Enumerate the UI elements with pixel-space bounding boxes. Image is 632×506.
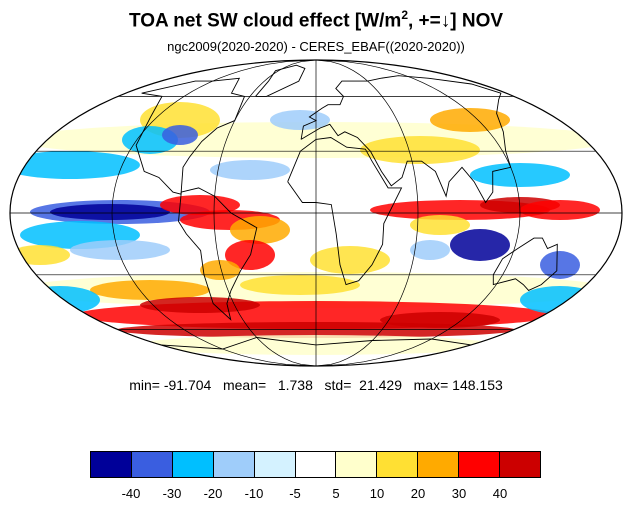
colorbar-swatch (418, 452, 460, 477)
colorbar-swatch (336, 452, 378, 477)
colorbar-tick-label: 20 (410, 486, 426, 501)
anomaly-patch (520, 286, 600, 314)
anomaly-patch (200, 260, 240, 280)
anomaly-patch (270, 110, 330, 130)
coastline (160, 337, 472, 350)
title-superscript: 2 (401, 8, 408, 22)
coastline (492, 237, 558, 291)
colorbar-swatch (172, 452, 214, 477)
world-map (9, 59, 623, 367)
plot-title: TOA net SW cloud effect [W/m2, +=↓] NOV (0, 8, 632, 32)
colorbar-swatch (254, 452, 296, 477)
colorbar-swatch (131, 452, 173, 477)
anomaly-patch (450, 229, 510, 261)
colorbar-tick-label: -20 (203, 486, 223, 501)
colorbar-tick-label: 10 (369, 486, 385, 501)
anomaly-patch (360, 136, 480, 164)
anomaly-patch (230, 216, 290, 244)
colorbar-tick-label: 30 (451, 486, 467, 501)
title-text: TOA net SW cloud effect [W/m (128, 10, 402, 32)
anomaly-patch (470, 163, 570, 187)
coastline (300, 75, 512, 204)
anomaly-patch (310, 246, 390, 274)
title-tail: , +=↓] NOV (408, 10, 504, 32)
longitude-line (111, 59, 317, 367)
coastline (287, 137, 403, 286)
colorbar-swatch (91, 452, 132, 477)
graticule-lines (10, 59, 622, 367)
colorbar-tick-label: 5 (332, 486, 340, 501)
anomaly-patch (520, 200, 600, 220)
anomaly-patch (240, 275, 360, 295)
colorbar-tick-label: -10 (244, 486, 264, 501)
colorbar-swatch (500, 452, 540, 477)
colorbar-swatch (295, 452, 337, 477)
anomaly-patch (140, 297, 260, 313)
colorbar-swatch (213, 452, 255, 477)
plot-subtitle: ngc2009(2020-2020) - CERES_EBAF((2020-20… (167, 39, 465, 54)
anomaly-patch (210, 160, 290, 180)
colorbar-tick-label: -40 (121, 486, 141, 501)
longitude-line (315, 59, 419, 367)
longitude-line (213, 59, 317, 367)
colorbar (90, 451, 541, 478)
anomaly-patch (50, 204, 170, 220)
map-outline (9, 59, 623, 367)
colorbar-swatch (377, 452, 419, 477)
coastlines (135, 64, 558, 350)
statistics-line: min= -91.704 mean= 1.738 std= 21.429 max… (129, 377, 503, 393)
coastline (135, 77, 246, 195)
anomaly-patch (162, 125, 198, 145)
anomaly-patch (540, 251, 580, 279)
colorbar-tick-label: -30 (162, 486, 182, 501)
anomaly-patch (410, 215, 470, 235)
longitude-line (315, 59, 521, 367)
anomaly-patch (410, 240, 450, 260)
colorbar-swatch (459, 452, 501, 477)
coastline (255, 64, 306, 97)
anomaly-patch (380, 312, 500, 328)
anomaly-patch (10, 151, 140, 179)
anomaly-patch (10, 245, 70, 265)
coastline (178, 187, 258, 321)
colorbar-tick-label: 40 (492, 486, 508, 501)
anomaly-patch (20, 286, 100, 314)
anomaly-patch (70, 240, 170, 260)
anomaly-patch (90, 280, 210, 300)
anomaly-patch (430, 108, 510, 132)
colorbar-tick-label: -5 (289, 486, 301, 501)
